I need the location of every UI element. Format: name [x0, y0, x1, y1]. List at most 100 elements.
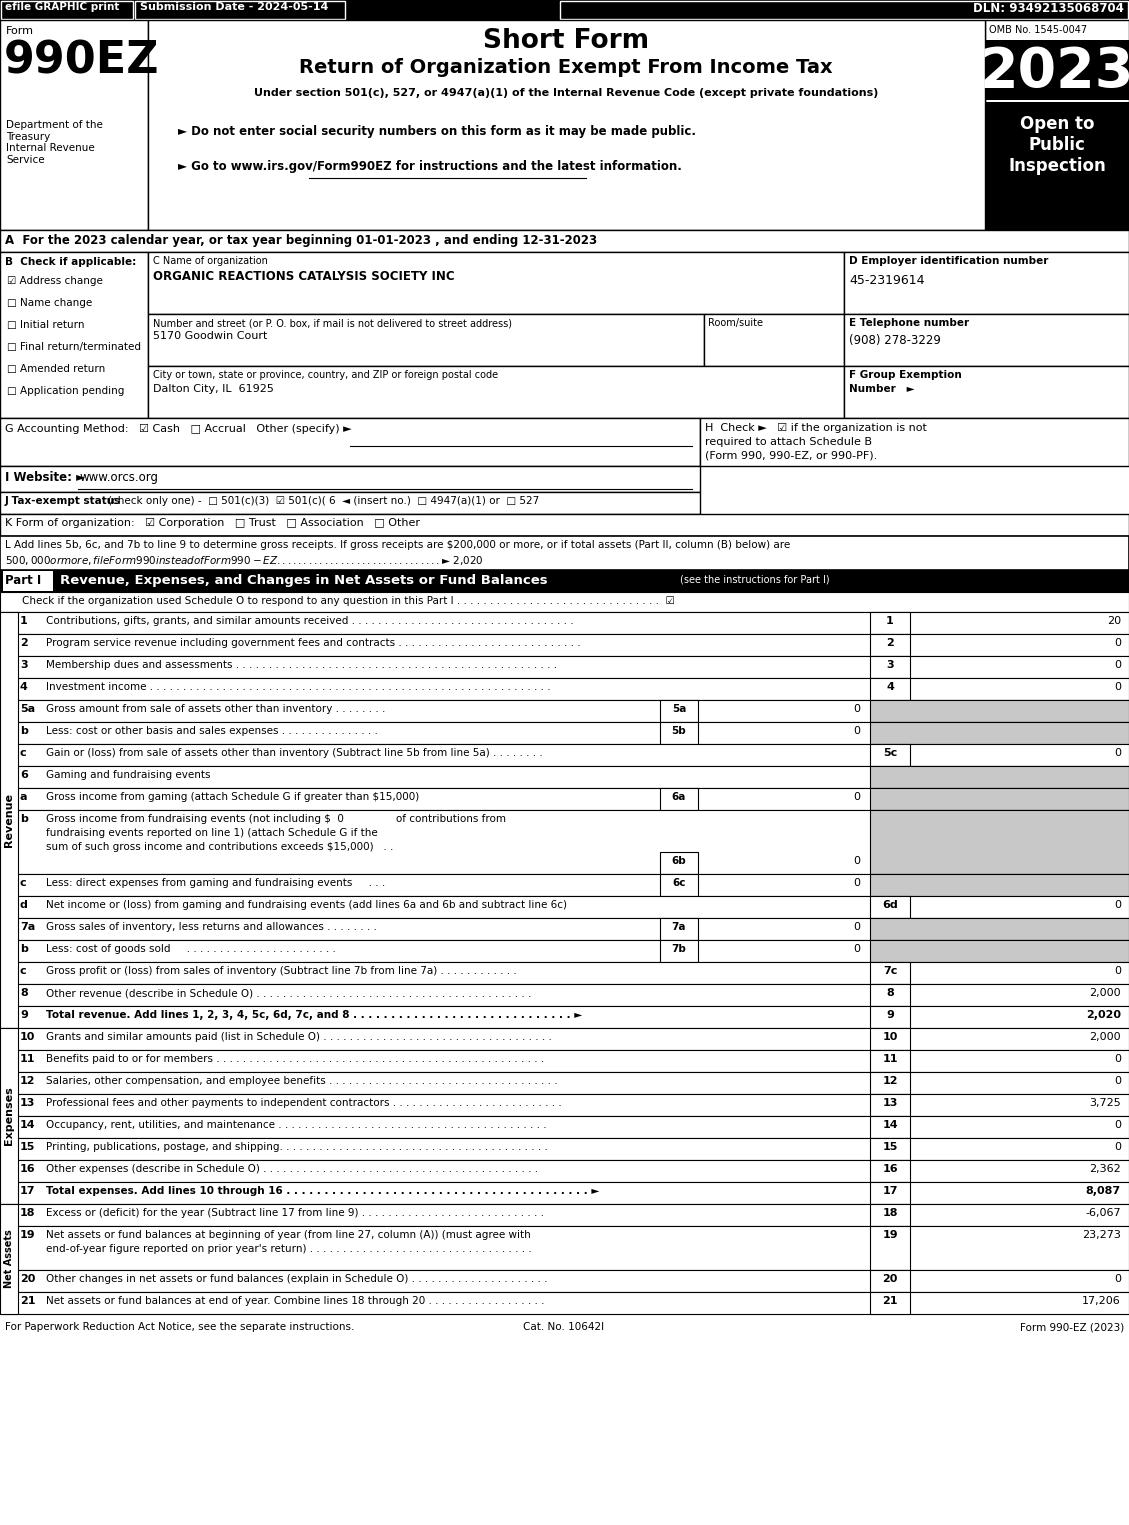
Bar [870, 810, 1129, 874]
Text: 8,087: 8,087 [1086, 1186, 1121, 1196]
Bar [0, 535, 1129, 570]
Text: Gross income from gaming (attach Schedule G if greater than $15,000): Gross income from gaming (attach Schedul… [46, 791, 419, 802]
Text: 2,362: 2,362 [1089, 1164, 1121, 1174]
Text: 14: 14 [20, 1119, 36, 1130]
Text: □ Name change: □ Name change [7, 297, 93, 308]
Text: Program service revenue including government fees and contracts . . . . . . . . : Program service revenue including govern… [46, 637, 580, 648]
Text: Total revenue. Add lines 1, 2, 3, 4, 5c, 6d, 7c, and 8 . . . . . . . . . . . . .: Total revenue. Add lines 1, 2, 3, 4, 5c,… [46, 1010, 583, 1020]
Text: 0: 0 [1114, 1077, 1121, 1086]
Bar [660, 918, 698, 939]
Bar [844, 252, 1129, 314]
Bar [0, 612, 1129, 634]
Text: Salaries, other compensation, and employee benefits . . . . . . . . . . . . . . : Salaries, other compensation, and employ… [46, 1077, 558, 1086]
Bar [870, 634, 910, 656]
Bar [870, 1051, 910, 1072]
Bar [870, 744, 910, 766]
Text: 9: 9 [886, 1010, 894, 1020]
Bar [148, 314, 704, 366]
Bar [660, 721, 698, 744]
Bar [0, 700, 1129, 721]
Text: (Form 990, 990-EZ, or 990-PF).: (Form 990, 990-EZ, or 990-PF). [704, 451, 877, 461]
Text: 9: 9 [20, 1010, 28, 1020]
Text: 0: 0 [1114, 1142, 1121, 1151]
Bar [0, 1205, 1129, 1226]
Text: 18: 18 [20, 1208, 35, 1218]
Text: 3: 3 [20, 660, 27, 669]
Text: 3,725: 3,725 [1089, 1098, 1121, 1109]
Bar [870, 1161, 910, 1182]
Text: required to attach Schedule B: required to attach Schedule B [704, 438, 872, 447]
Bar [984, 40, 1129, 101]
Text: 13: 13 [882, 1098, 898, 1109]
Bar [844, 366, 1129, 418]
Bar [0, 1116, 1129, 1138]
Text: (check only one) -  □ 501(c)(3)  ☑ 501(c)( 6  ◄ (insert no.)  □ 4947(a)(1) or  □: (check only one) - □ 501(c)(3) ☑ 501(c)(… [108, 496, 540, 506]
Bar [1, 2, 133, 18]
Bar [0, 252, 148, 418]
Bar [870, 721, 1129, 744]
Bar [870, 984, 910, 1006]
Text: d: d [20, 900, 28, 910]
Bar [870, 1292, 910, 1315]
Text: Net income or (loss) from gaming and fundraising events (add lines 6a and 6b and: Net income or (loss) from gaming and fun… [46, 900, 567, 910]
Bar [0, 744, 1129, 766]
Text: ☑ Address change: ☑ Address change [7, 276, 103, 287]
Text: I Website: ►: I Website: ► [5, 471, 85, 483]
Bar [0, 20, 148, 230]
Text: 20: 20 [20, 1273, 35, 1284]
Text: Number   ►: Number ► [849, 384, 914, 393]
Bar [0, 1270, 1129, 1292]
Text: 0: 0 [854, 856, 860, 866]
Bar [0, 1161, 1129, 1182]
Text: DLN: 93492135068704: DLN: 93492135068704 [973, 2, 1124, 15]
Text: 15: 15 [20, 1142, 35, 1151]
Text: Number and street (or P. O. box, if mail is not delivered to street address): Number and street (or P. O. box, if mail… [154, 319, 511, 328]
Text: Grants and similar amounts paid (list in Schedule O) . . . . . . . . . . . . . .: Grants and similar amounts paid (list in… [46, 1032, 552, 1042]
Text: 0: 0 [1114, 1054, 1121, 1064]
Bar [660, 788, 698, 810]
Bar [870, 918, 1129, 939]
Text: 6c: 6c [672, 878, 685, 888]
Text: 4: 4 [886, 682, 894, 692]
Text: 2,020: 2,020 [1086, 1010, 1121, 1020]
Text: Short Form: Short Form [483, 27, 649, 53]
Text: 10: 10 [882, 1032, 898, 1042]
Text: Gross sales of inventory, less returns and allowances . . . . . . . .: Gross sales of inventory, less returns a… [46, 923, 377, 932]
Bar [0, 0, 1129, 20]
Text: Expenses: Expenses [5, 1087, 14, 1145]
Text: Form 990-EZ (2023): Form 990-EZ (2023) [1019, 1322, 1124, 1331]
Text: Other expenses (describe in Schedule O) . . . . . . . . . . . . . . . . . . . . : Other expenses (describe in Schedule O) … [46, 1164, 539, 1174]
Bar [870, 1138, 910, 1161]
Bar [0, 418, 700, 467]
Text: end-of-year figure reported on prior year's return) . . . . . . . . . . . . . . : end-of-year figure reported on prior yea… [46, 1244, 532, 1254]
Bar [870, 788, 1129, 810]
Text: Revenue, Expenses, and Changes in Net Assets or Fund Balances: Revenue, Expenses, and Changes in Net As… [60, 573, 548, 587]
Text: 0: 0 [1114, 747, 1121, 758]
Text: OMB No. 1545-0047: OMB No. 1545-0047 [989, 24, 1087, 35]
Text: H  Check ►   ☑ if the organization is not: H Check ► ☑ if the organization is not [704, 422, 927, 433]
Bar [870, 1072, 910, 1093]
Text: Gaming and fundraising events: Gaming and fundraising events [46, 770, 210, 779]
Text: 21: 21 [882, 1296, 898, 1305]
Text: Net Assets: Net Assets [5, 1229, 14, 1289]
Bar [0, 656, 1129, 679]
Text: 0: 0 [1114, 1119, 1121, 1130]
Text: 17: 17 [20, 1186, 35, 1196]
Text: Less: cost of goods sold     . . . . . . . . . . . . . . . . . . . . . . .: Less: cost of goods sold . . . . . . . .… [46, 944, 335, 955]
Bar [870, 874, 1129, 897]
Text: 45-2319614: 45-2319614 [849, 274, 925, 287]
Bar [0, 592, 1129, 612]
Text: 7c: 7c [883, 965, 898, 976]
Bar [870, 1270, 910, 1292]
Bar [984, 20, 1129, 230]
Bar [870, 1028, 910, 1051]
Bar [148, 20, 984, 230]
Bar [0, 1051, 1129, 1072]
Text: efile GRAPHIC print: efile GRAPHIC print [5, 2, 120, 12]
Text: Other changes in net assets or fund balances (explain in Schedule O) . . . . . .: Other changes in net assets or fund bala… [46, 1273, 548, 1284]
Text: □ Application pending: □ Application pending [7, 386, 124, 396]
Text: Gross profit or (loss) from sales of inventory (Subtract line 7b from line 7a) .: Gross profit or (loss) from sales of inv… [46, 965, 517, 976]
Text: 0: 0 [854, 705, 860, 714]
Bar [700, 418, 1129, 467]
Text: 5a: 5a [20, 705, 35, 714]
